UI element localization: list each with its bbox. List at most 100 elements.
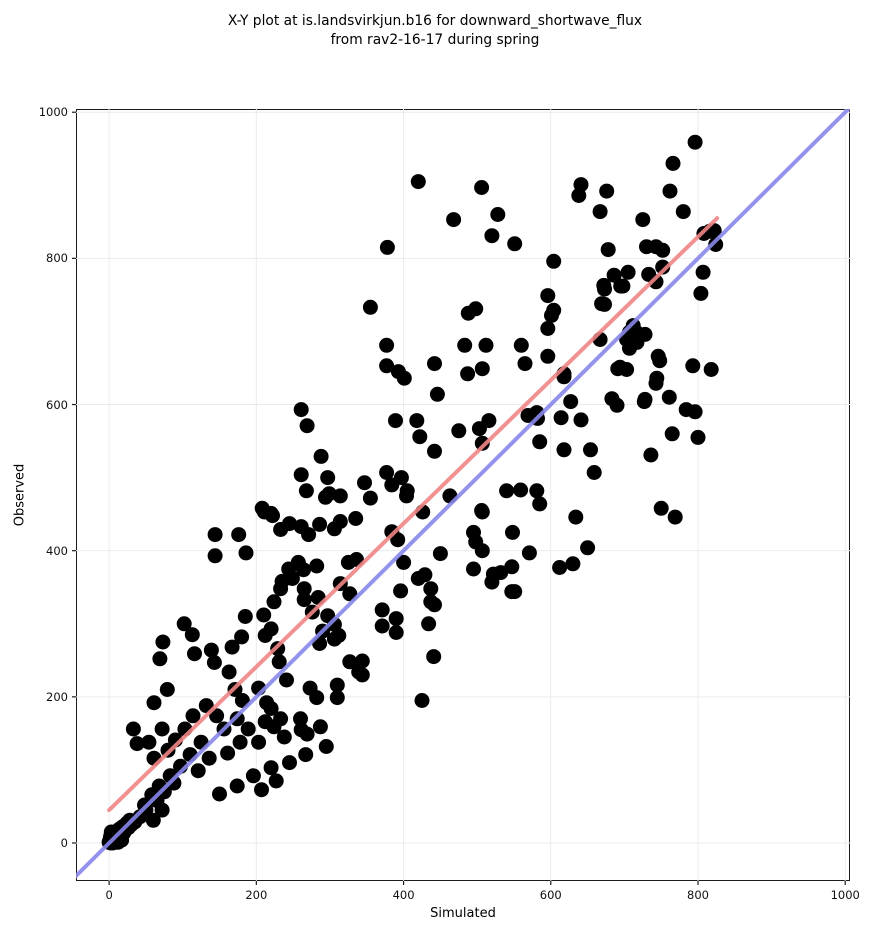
data-point [580,540,596,556]
data-point [493,565,509,581]
data-point [703,362,719,377]
data-point [284,571,300,586]
data-point [263,701,279,716]
data-point [206,655,222,670]
data-point [540,288,556,304]
data-point [396,370,412,386]
data-point [224,639,240,655]
data-point [293,467,309,483]
data-point [690,429,706,445]
x-tick-label: 1000 [830,888,860,902]
identity-line [76,109,850,879]
data-point [507,236,523,252]
data-point [571,188,587,203]
data-point [529,483,545,499]
data-point [212,786,227,802]
data-point [507,584,523,600]
data-point [667,509,683,525]
data-point [583,442,598,458]
data-point [159,682,175,697]
y-tick-label: 1000 [38,105,68,120]
data-point [540,321,556,336]
data-point [232,734,248,750]
data-point [641,266,657,282]
data-point [390,532,406,548]
data-point [446,212,462,228]
data-point [141,734,157,750]
data-point [207,548,223,564]
data-point [257,714,273,730]
data-point [282,755,297,771]
data-point [552,560,568,575]
data-point [409,413,425,429]
data-point [622,340,637,356]
data-point [354,653,370,669]
data-point [374,618,390,634]
data-point [154,802,170,818]
data-point [565,556,581,572]
x-tick-label: 200 [245,888,268,902]
data-point [221,664,237,680]
y-tick-label: 400 [46,543,68,558]
data-point [687,404,703,420]
data-point [185,708,201,724]
data-point [643,447,659,463]
data-point [240,721,256,737]
x-axis-label: Simulated [430,906,496,921]
y-tick-label: 0 [60,835,68,850]
data-point [379,337,395,353]
data-point [374,602,390,618]
data-point [184,627,200,643]
data-point [662,183,678,199]
data-point [125,721,141,737]
data-point [332,514,348,529]
data-point [687,134,703,150]
data-point [238,545,254,561]
data-point [393,470,409,486]
data-point [299,418,315,434]
data-point [685,358,701,374]
data-point [293,722,309,738]
data-point [201,750,217,766]
data-point [298,483,314,499]
data-point [245,768,261,784]
data-point [396,554,412,570]
data-point [664,426,680,442]
data-point [556,442,572,458]
data-point [357,475,372,491]
data-point [620,264,636,280]
data-point [229,778,245,794]
data-point [348,511,364,526]
data-point [563,394,579,410]
data-point [635,212,651,228]
data-point [586,465,602,480]
data-point [573,412,589,428]
data-point [154,721,170,737]
data-point [155,634,171,650]
data-point [388,611,404,627]
x-tick-label: 0 [105,888,113,902]
x-tick-label: 600 [539,888,562,902]
data-point [209,708,225,724]
data-point [393,583,409,599]
data-point [600,242,616,258]
data-point [636,394,652,410]
data-point [474,180,490,195]
x-tick-label: 400 [392,888,415,902]
data-point [256,607,272,623]
data-point [388,413,403,429]
data-point [532,496,548,512]
data-point [229,711,245,727]
data-point [254,500,270,516]
x-tick-label: 800 [687,888,709,902]
data-point [331,628,347,643]
plot-title-line2: from rav2-16-17 during spring [330,32,540,48]
data-point [379,465,395,480]
data-point [293,711,308,727]
data-point [609,397,625,413]
y-tick-label: 800 [46,251,68,266]
data-point [639,239,654,255]
data-point [505,524,520,540]
data-point [661,389,677,405]
